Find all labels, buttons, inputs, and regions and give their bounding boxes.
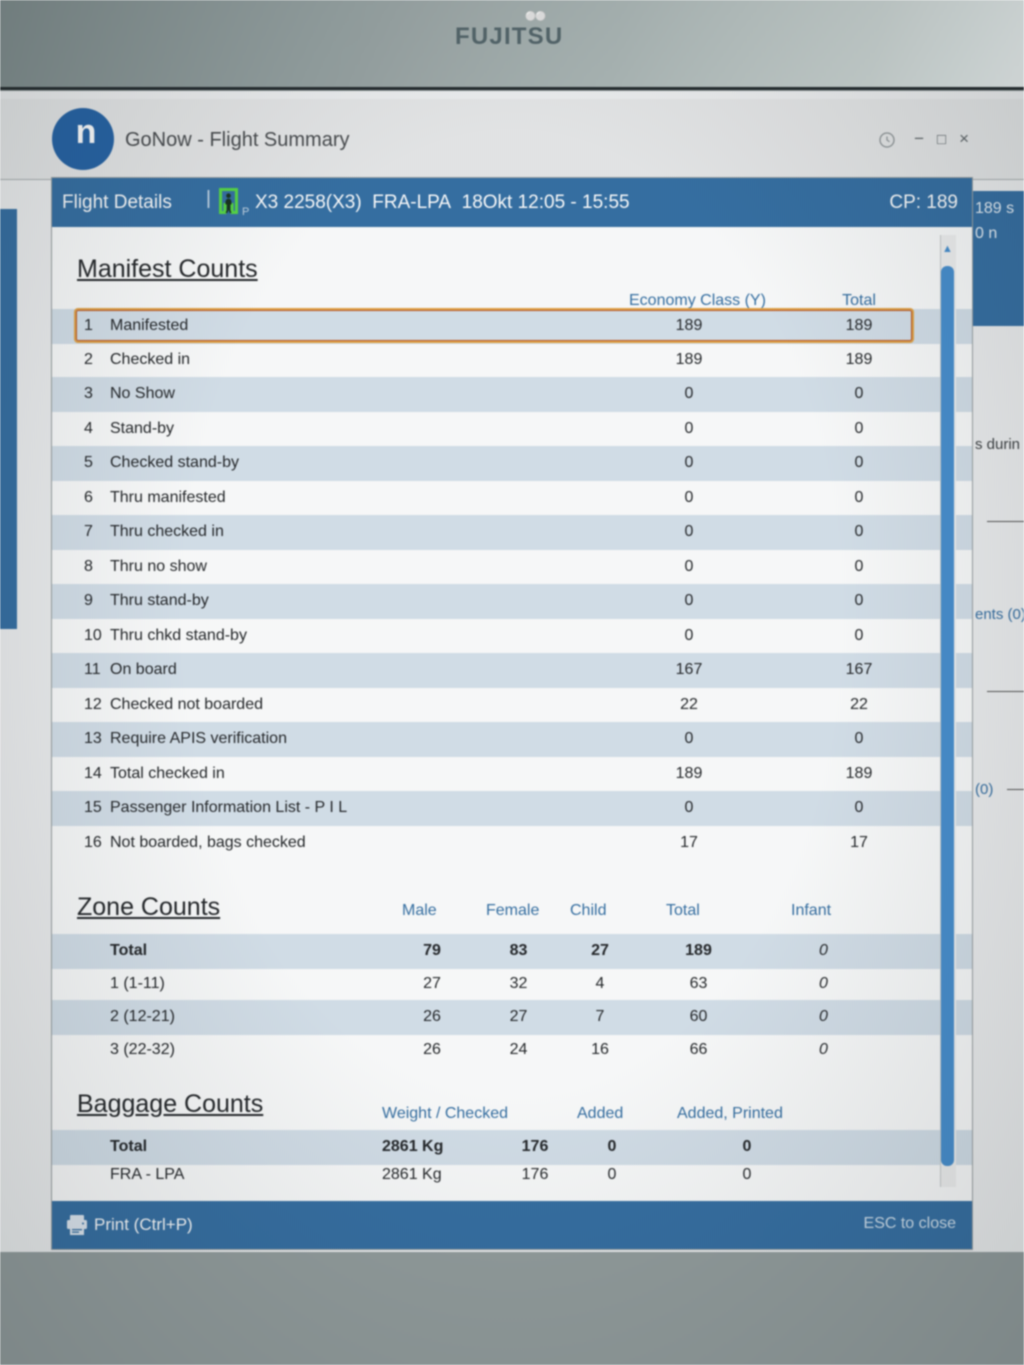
svg-text:n: n xyxy=(76,113,97,151)
